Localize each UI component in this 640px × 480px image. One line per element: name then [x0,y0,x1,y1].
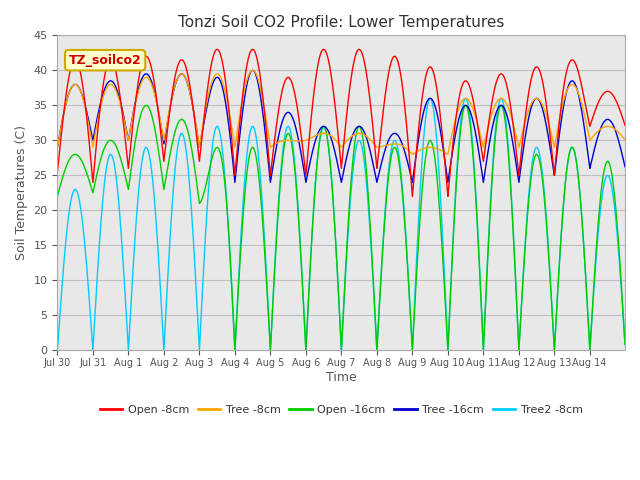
Y-axis label: Soil Temperatures (C): Soil Temperatures (C) [15,125,28,260]
Legend: Open -8cm, Tree -8cm, Open -16cm, Tree -16cm, Tree2 -8cm: Open -8cm, Tree -8cm, Open -16cm, Tree -… [95,400,587,419]
X-axis label: Time: Time [326,371,356,384]
Title: Tonzi Soil CO2 Profile: Lower Temperatures: Tonzi Soil CO2 Profile: Lower Temperatur… [178,15,504,30]
Text: TZ_soilco2: TZ_soilco2 [68,54,141,67]
